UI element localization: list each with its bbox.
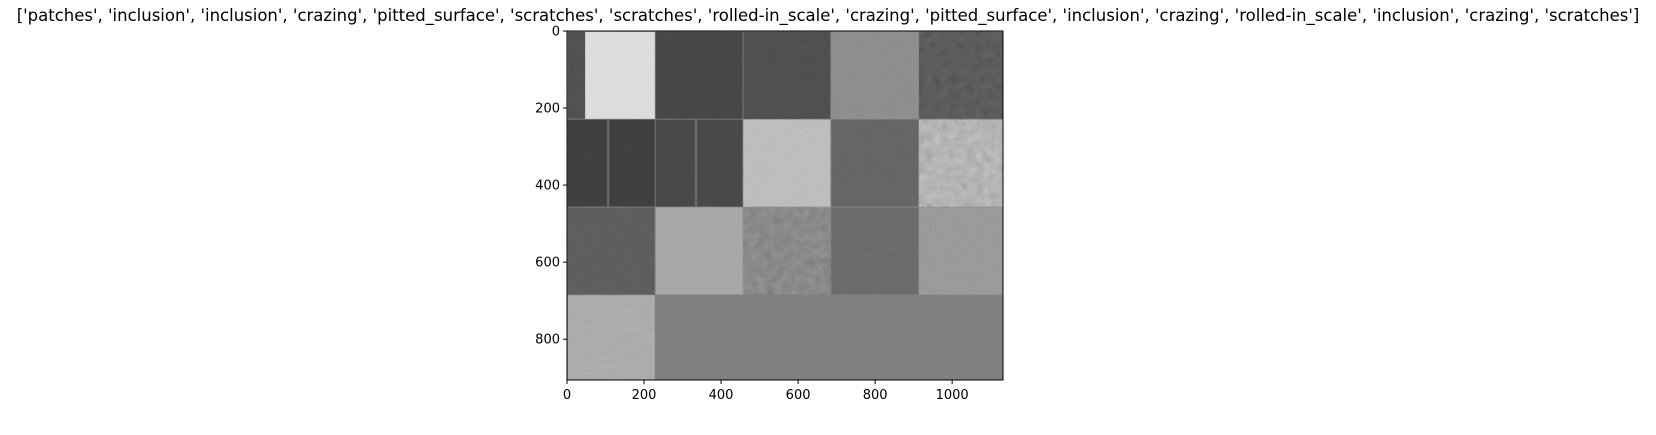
y-axis: 0 200 400 600 800 bbox=[535, 25, 567, 348]
axes-frame bbox=[566, 30, 1004, 381]
image-tile-crazing bbox=[919, 207, 1003, 295]
x-tick-label: 800 bbox=[863, 388, 888, 403]
figure-title: ['patches', 'inclusion', 'inclusion', 'c… bbox=[16, 6, 1640, 25]
image-tile-inclusion bbox=[567, 207, 655, 295]
x-tick-label: 400 bbox=[709, 388, 734, 403]
image-tile-pitted_surface bbox=[919, 119, 1003, 207]
image-tile-rolled-in_scale bbox=[743, 207, 831, 295]
image-tile-inclusion bbox=[743, 31, 831, 119]
x-tick-label: 600 bbox=[786, 388, 811, 403]
image-tile-inclusion bbox=[655, 31, 743, 119]
x-axis: 0 200 400 600 800 1000 bbox=[563, 380, 969, 403]
x-tick-label: 200 bbox=[632, 388, 657, 403]
y-tick-label: 0 bbox=[552, 25, 560, 40]
image-tile-crazing bbox=[831, 31, 919, 119]
x-tick-label: 1000 bbox=[936, 388, 969, 403]
image-tile-crazing bbox=[655, 207, 743, 295]
y-tick-label: 600 bbox=[535, 256, 560, 271]
image-tile-scratches bbox=[567, 119, 655, 207]
image-tile-inclusion bbox=[831, 207, 919, 295]
image-tile-pitted_surface bbox=[919, 31, 1003, 119]
image-tile-scratches bbox=[567, 295, 655, 380]
y-tick-label: 800 bbox=[535, 333, 560, 348]
y-tick-label: 200 bbox=[535, 102, 560, 117]
image-tiles bbox=[567, 31, 1003, 380]
image-tile-scratches bbox=[655, 119, 743, 207]
y-tick-label: 400 bbox=[535, 179, 560, 194]
x-tick-label: 0 bbox=[563, 388, 571, 403]
image-tile-patches bbox=[567, 31, 655, 119]
image-tile-crazing bbox=[831, 119, 919, 207]
image-tile-rolled-in_scale bbox=[743, 119, 831, 207]
